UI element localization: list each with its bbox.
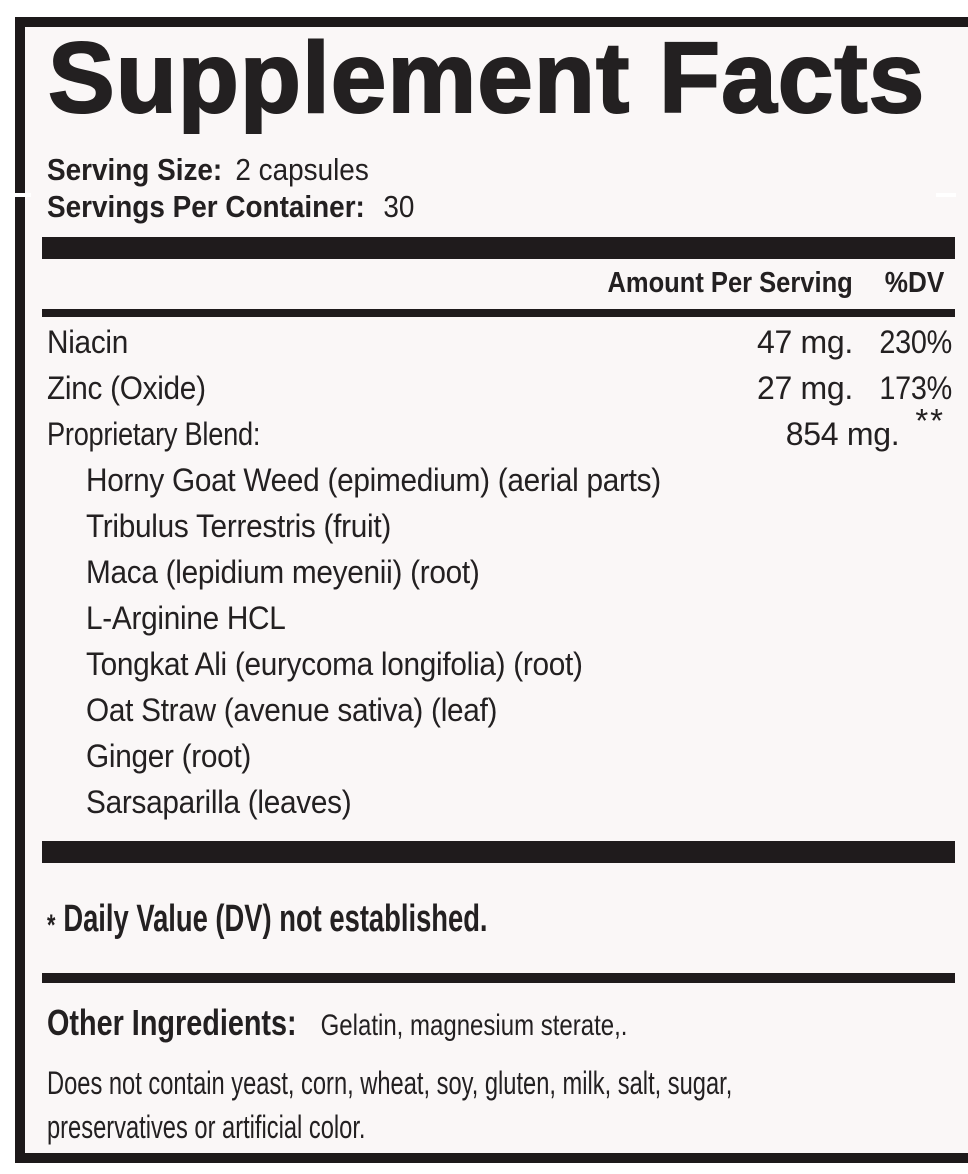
facts-header-row: Amount Per Serving %DV xyxy=(42,266,955,300)
daily-value-footnote: * Daily Value (DV) not established. xyxy=(42,896,955,950)
blend-ingredient-item: Maca (lepidium meyenii) (root) xyxy=(86,554,480,590)
nutrient-amount: 47 mg. xyxy=(756,324,853,360)
blend-name: Proprietary Blend: xyxy=(47,416,261,452)
serving-size-value: 2 capsules xyxy=(235,152,369,187)
nutrient-row-niacin: Niacin 47 mg. 230% xyxy=(42,319,955,365)
nutrient-dv: 173% xyxy=(879,370,953,406)
label-seam-notch-right xyxy=(936,193,956,197)
servings-per-container-label: Servings Per Container: xyxy=(47,189,365,224)
separator-bar-middle xyxy=(42,841,955,863)
separator-bar-header xyxy=(42,309,955,317)
disclaimer-line: preservatives or artificial color. xyxy=(47,1109,366,1145)
nutrient-row-proprietary-blend: Proprietary Blend: 854 mg. ** xyxy=(42,402,955,457)
asterisk-mark: * xyxy=(47,909,56,942)
other-ingredients-line: Other Ingredients: Gelatin, magnesium ste… xyxy=(42,1001,955,1053)
nutrient-amount: 27 mg. xyxy=(756,370,853,406)
blend-ingredient-item: Sarsaparilla (leaves) xyxy=(86,784,352,820)
nutrient-dv-cell: 230% xyxy=(853,319,955,365)
blend-ingredient-item: Tongkat Ali (eurycoma longifolia) (root) xyxy=(86,646,583,682)
label-seam-notch-left xyxy=(11,193,31,197)
nutrient-row-zinc: Zinc (Oxide) 27 mg. 173% xyxy=(42,365,955,411)
blend-amount: 854 mg. xyxy=(785,416,900,452)
dv-header-cell: %DV xyxy=(853,266,955,300)
serving-size-line: Serving Size: 2 capsules xyxy=(47,151,955,188)
other-ingredients-label: Other Ingredients: xyxy=(47,1002,297,1043)
serving-size-label: Serving Size: xyxy=(47,152,223,187)
blend-ingredient-item: Tribulus Terrestris (fruit) xyxy=(86,508,391,544)
nutrient-name: Niacin xyxy=(47,324,129,360)
amount-per-serving-header: Amount Per Serving xyxy=(607,267,853,299)
blend-ingredient-item: L-Arginine HCL xyxy=(86,600,286,636)
blend-amount-group: 854 mg. ** xyxy=(785,402,955,457)
separator-bar-top xyxy=(42,237,955,259)
dv-header: %DV xyxy=(884,267,945,299)
blend-ingredient-item: Horny Goat Weed (epimedium) (aerial part… xyxy=(86,462,661,498)
nutrient-dv: 230% xyxy=(879,324,953,360)
label-title: Supplement Facts xyxy=(47,22,926,134)
supplement-facts-label: Supplement Facts Serving Size: 2 capsule… xyxy=(15,17,968,1163)
disclaimer-line: Does not contain yeast, corn, wheat, soy… xyxy=(47,1065,733,1101)
other-ingredients-value: Gelatin, magnesium sterate,. xyxy=(320,1009,628,1042)
footnote-text: Daily Value (DV) not established. xyxy=(63,898,488,940)
servings-per-container-value: 30 xyxy=(383,189,415,224)
blend-ingredient-item: Oat Straw (avenue sativa) (leaf) xyxy=(86,692,498,728)
nutrient-name: Zinc (Oxide) xyxy=(47,370,206,406)
servings-per-container-line: Servings Per Container: 30 xyxy=(47,188,955,225)
nutrient-dv-cell: 173% xyxy=(853,365,955,411)
blend-dv-mark: ** xyxy=(915,402,945,439)
separator-bar-bottom xyxy=(42,973,955,983)
nutrient-rows: Niacin 47 mg. 230% Zinc (Oxide) 27 mg. 1… xyxy=(42,319,955,825)
serving-info: Serving Size: 2 capsules Servings Per Co… xyxy=(42,151,955,225)
blend-ingredient-item: Ginger (root) xyxy=(86,738,252,774)
